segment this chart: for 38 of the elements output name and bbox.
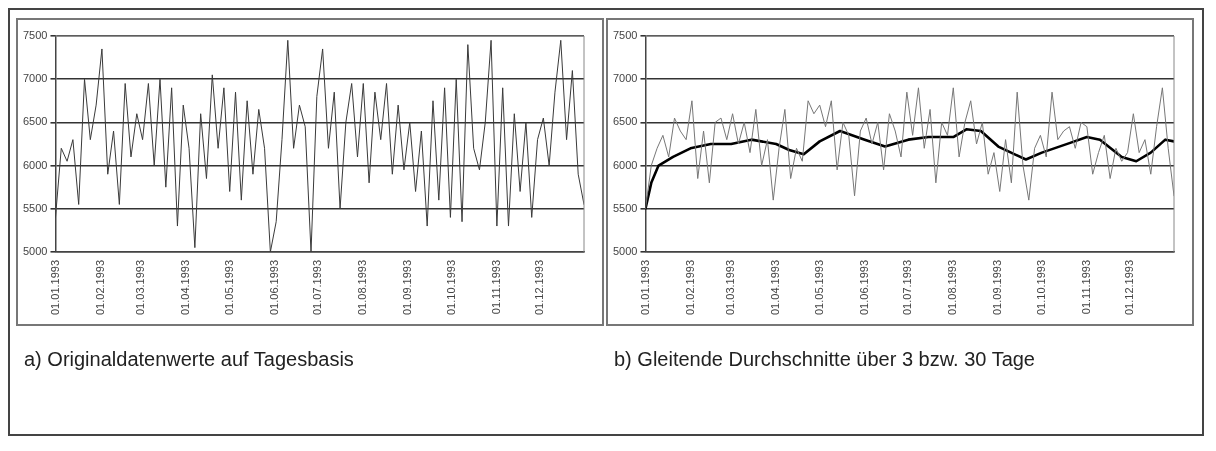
x-tick-label: 01.12.1993 [1123,259,1136,316]
y-tick-label: 5000 [612,244,638,257]
y-tick-label: 5000 [22,244,48,257]
x-tick-label: 01.01.1993 [638,259,651,316]
x-tick-label: 01.04.1993 [179,259,192,316]
x-tick-label: 01.07.1993 [901,259,914,316]
x-tick-label: 01.02.1993 [683,259,696,316]
x-tick-label: 01.10.1993 [1034,259,1047,316]
x-tick-label: 01.08.1993 [946,259,959,316]
x-tick-label: 01.12.1993 [533,259,546,316]
x-tick-label: 01.02.1993 [93,259,106,316]
x-tick-label: 01.04.1993 [769,259,782,316]
text: a) Originaldatenwerte auf Tagesbasis [24,348,355,371]
x-tick-label: 01.03.1993 [134,259,147,316]
x-tick-label: 01.08.1993 [356,259,369,316]
x-tick-label: 01.06.1993 [857,259,870,316]
x-tick-label: 01.03.1993 [724,259,737,316]
x-tick-label: 01.01.1993 [48,259,61,316]
x-tick-label: 01.06.1993 [267,259,280,316]
y-tick-label: 6500 [22,115,48,128]
x-tick-label: 01.11.1993 [489,259,502,315]
y-tick-label: 7500 [612,29,638,42]
y-tick-label: 6500 [612,115,638,128]
x-tick-label: 01.09.1993 [401,259,414,316]
y-tick-label: 7000 [22,72,48,85]
x-tick-label: 01.07.1993 [311,259,324,316]
text: b) Gleitende Durchschnitte über 3 bzw. 30 Tage [614,348,1036,371]
x-tick-label: 01.05.1993 [812,259,825,316]
x-tick-label: 01.05.1993 [222,259,235,316]
y-tick-label: 7000 [612,72,638,85]
x-tick-label: 01.09.1993 [991,259,1004,316]
y-tick-label: 5500 [22,201,48,214]
y-tick-label: 6000 [22,158,48,171]
y-tick-label: 5500 [612,201,638,214]
y-tick-label: 7500 [22,29,48,42]
y-tick-label: 6000 [612,158,638,171]
x-tick-label: 01.10.1993 [444,259,457,316]
x-tick-label: 01.11.1993 [1079,259,1092,315]
